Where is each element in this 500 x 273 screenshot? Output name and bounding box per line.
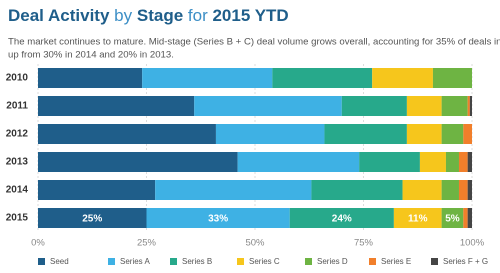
value-label: 11% [408, 214, 428, 225]
bar-segment [469, 96, 472, 116]
y-tick-label: 2011 [6, 101, 28, 112]
y-tick-label: 2010 [6, 73, 29, 84]
bar-segment [463, 124, 472, 144]
legend-label: Series D [317, 257, 348, 266]
bar-segment [272, 68, 373, 88]
y-tick-label: 2014 [6, 185, 29, 196]
subtitle: up from 30% in 2014 and 20% in 2013. [8, 50, 174, 61]
y-tick-label: 2013 [6, 157, 29, 168]
x-tick-label: 25% [137, 238, 157, 249]
bar-segment [406, 124, 442, 144]
bar-segment [458, 152, 468, 172]
subtitle: The market continues to mature. Mid-stag… [8, 37, 500, 48]
bar-segment [467, 96, 470, 116]
bar-segment [237, 152, 360, 172]
bar-segment [393, 208, 442, 228]
bar-segment [441, 124, 464, 144]
legend-label: Series C [249, 257, 280, 266]
legend-swatch [369, 258, 376, 265]
bar-segment [38, 180, 156, 200]
legend-swatch [305, 258, 312, 265]
legend-swatch [431, 258, 438, 265]
bar-segment [441, 96, 468, 116]
bar-segment [441, 208, 464, 228]
y-tick-label: 2015 [6, 213, 29, 224]
bar-segment [467, 208, 472, 228]
x-tick-label: 50% [245, 238, 265, 249]
value-label: 24% [332, 214, 352, 225]
bar-segment [445, 152, 459, 172]
chart-title: Deal Activity by Stage for 2015 YTD [8, 6, 289, 25]
bar-segment [406, 96, 442, 116]
bar-segment [38, 208, 147, 228]
legend-label: Series B [182, 257, 212, 266]
bar-segment [441, 180, 459, 200]
title-part: for [188, 6, 208, 25]
bar-segment [146, 208, 290, 228]
y-tick-label: 2012 [6, 129, 29, 140]
bar-segment [458, 180, 468, 200]
bar-segment [289, 208, 394, 228]
bar-segment [419, 152, 446, 172]
bar-segment [311, 180, 403, 200]
legend-label: Series A [120, 257, 150, 266]
bar-segment [467, 180, 472, 200]
bar-segment [215, 124, 325, 144]
legend-label: Seed [50, 257, 69, 266]
bar-segment [38, 124, 216, 144]
legend-swatch [170, 258, 177, 265]
bar-segment [359, 152, 420, 172]
legend-swatch [38, 258, 45, 265]
bar-segment [194, 96, 342, 116]
legend-label: Series E [381, 257, 411, 266]
value-label: 33% [208, 214, 228, 225]
legend-swatch [108, 258, 115, 265]
bar-segment [142, 68, 273, 88]
x-tick-label: 75% [354, 238, 374, 249]
x-tick-label: 0% [31, 238, 45, 249]
value-label: 25% [82, 214, 102, 225]
legend-label: Series F + G [443, 257, 488, 266]
title-part: Deal Activity [8, 6, 110, 25]
x-tick-label: 100% [460, 238, 485, 249]
title-part: by [114, 6, 132, 25]
bar-segment [402, 180, 442, 200]
bar-segment [155, 180, 312, 200]
title-part: 2015 YTD [212, 6, 288, 25]
value-label: 5% [445, 214, 460, 225]
bar-segment [38, 96, 195, 116]
bar-segment [467, 152, 472, 172]
title-part: Stage [137, 6, 183, 25]
bar-segment [324, 124, 407, 144]
bar-segment [432, 68, 472, 88]
bar-segment [463, 208, 468, 228]
bar-segment [38, 68, 143, 88]
bar-segment [372, 68, 433, 88]
bar-segment [38, 152, 238, 172]
bar-segment [341, 96, 407, 116]
legend-swatch [237, 258, 244, 265]
